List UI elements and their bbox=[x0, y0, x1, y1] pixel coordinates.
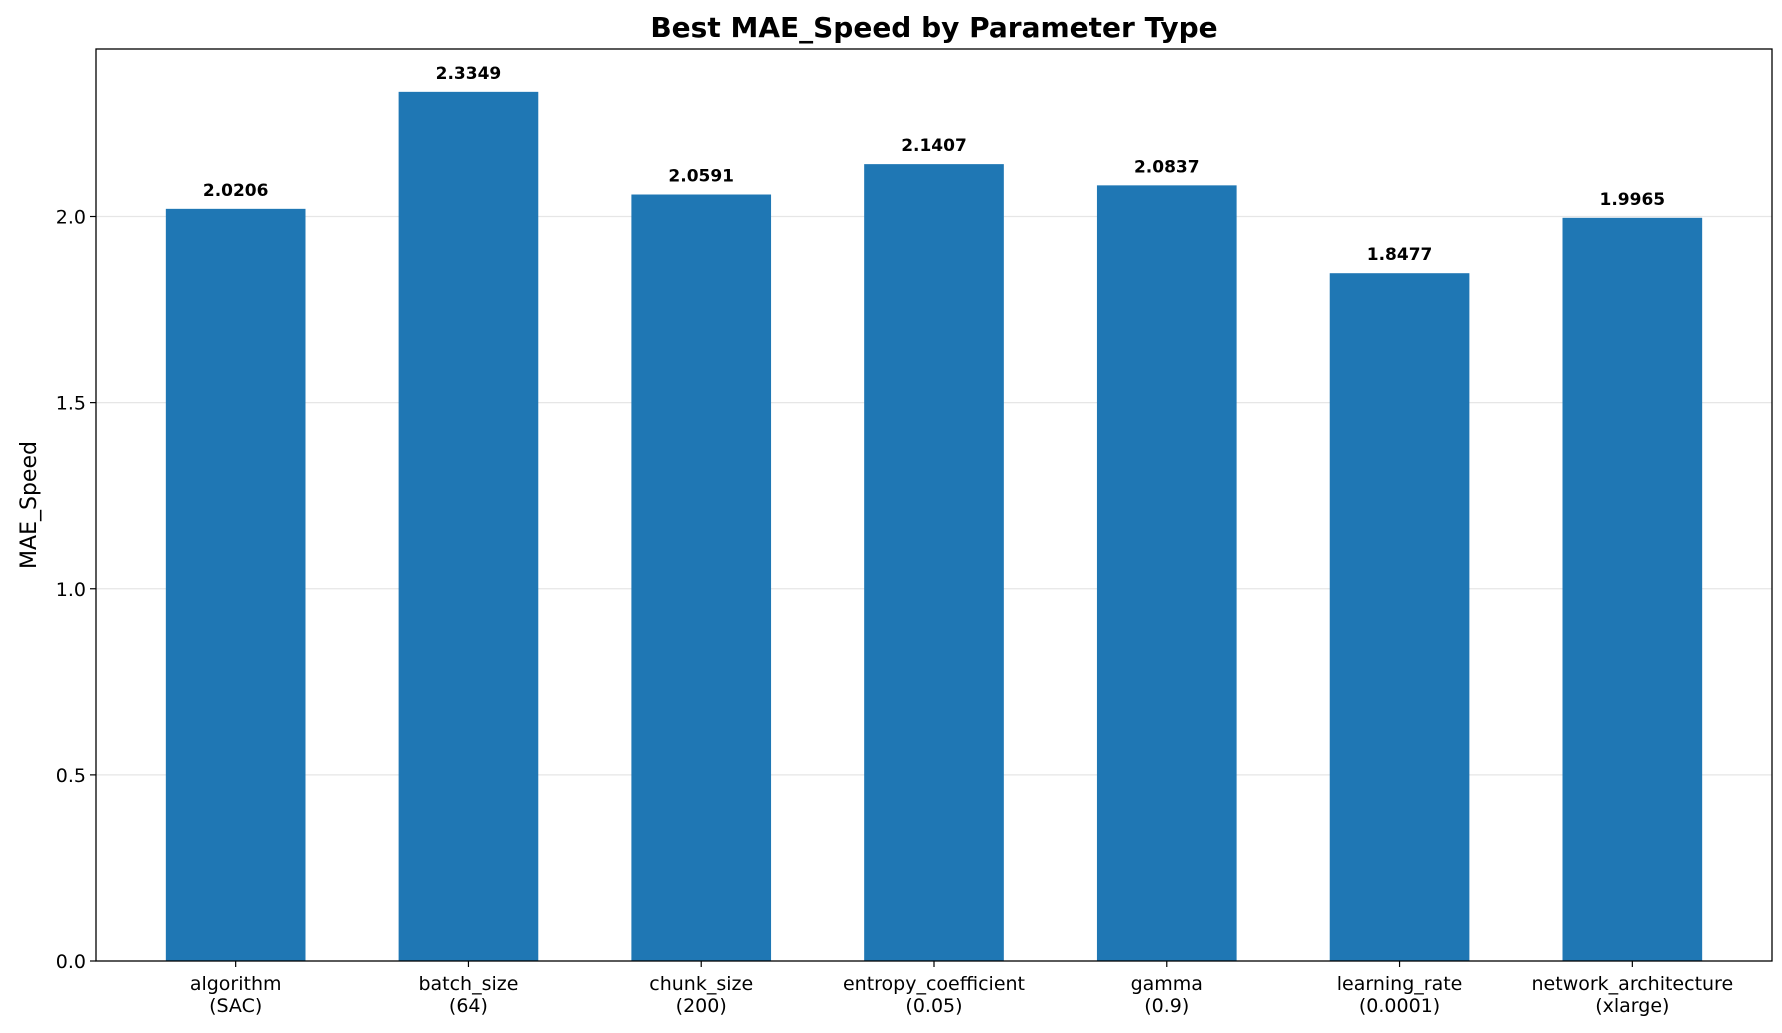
x-tick-label: entropy_coefficient (0.05) bbox=[843, 973, 1025, 1017]
bar-value-label: 2.0206 bbox=[203, 181, 269, 201]
bar bbox=[1562, 217, 1703, 962]
chart-title: Best MAE_Speed by Parameter Type bbox=[650, 11, 1217, 44]
bar bbox=[1329, 273, 1470, 961]
bar bbox=[398, 91, 539, 961]
x-axis-ticks: algorithm (SAC) batch_size (64) chunk_size (2… bbox=[190, 961, 1733, 1017]
bar-value-labels: 2.0206 2.3349 2.0591 2.1407 2.0837 1.8477 1.99… bbox=[203, 64, 1665, 265]
x-tick-label: batch_size (64) bbox=[418, 973, 518, 1017]
bar-value-label: 2.3349 bbox=[436, 64, 502, 84]
bar bbox=[165, 208, 306, 961]
bar bbox=[631, 194, 772, 962]
bar bbox=[864, 164, 1004, 961]
y-tick-label: 2.0 bbox=[56, 207, 86, 229]
y-tick-label: 0.5 bbox=[56, 765, 86, 787]
bar-value-label: 2.0837 bbox=[1134, 157, 1200, 177]
bar-value-label: 1.9965 bbox=[1600, 190, 1666, 210]
bar-value-label: 2.0591 bbox=[668, 167, 734, 187]
x-tick-label: network_architecture (xlarge) bbox=[1532, 973, 1734, 1017]
y-axis-label: MAE_Speed bbox=[17, 441, 42, 569]
y-axis-ticks: 0.0 0.5 1.0 1.5 2.0 bbox=[56, 207, 96, 973]
x-tick-label: learning_rate (0.0001) bbox=[1337, 973, 1463, 1017]
x-tick-label: gamma (0.9) bbox=[1131, 973, 1203, 1017]
y-tick-label: 1.5 bbox=[56, 393, 86, 415]
y-tick-label: 0.0 bbox=[56, 951, 86, 973]
bar bbox=[1096, 185, 1237, 962]
bar-value-label: 1.8477 bbox=[1367, 245, 1433, 265]
x-tick-label: chunk_size (200) bbox=[649, 973, 753, 1017]
bar-value-label: 2.1407 bbox=[901, 136, 967, 156]
bars bbox=[165, 91, 1703, 962]
y-tick-label: 1.0 bbox=[56, 579, 86, 601]
x-tick-label: algorithm (SAC) bbox=[190, 973, 282, 1017]
